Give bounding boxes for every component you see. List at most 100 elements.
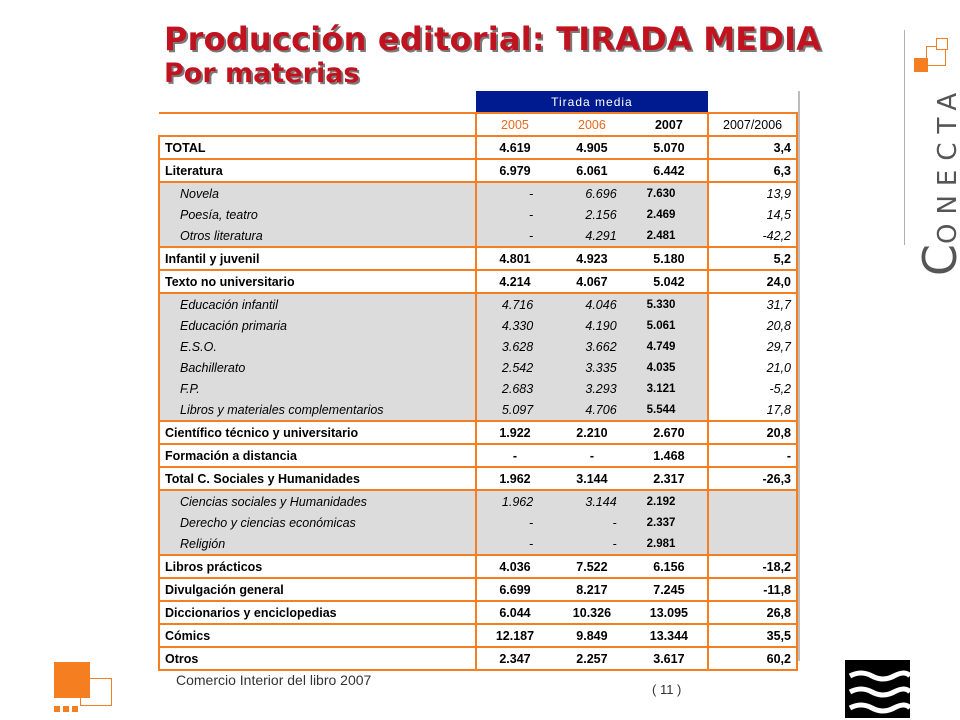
cell-2007: 6.442	[630, 159, 709, 183]
cell-variation: 5,2	[707, 247, 798, 271]
cell-2005: 4.716	[474, 293, 554, 315]
table-row: Libros prácticos 4.036 7.522 6.156 -18,2	[158, 555, 798, 579]
orange-square-icon	[54, 662, 90, 698]
cell-2007: 2.981	[630, 533, 709, 556]
row-label: Libros prácticos	[158, 555, 476, 579]
cell-2005: 2.347	[474, 647, 554, 671]
cell-2006: 4.706	[553, 399, 631, 422]
row-label: Derecho y ciencias económicas	[158, 512, 476, 533]
cell-variation	[707, 533, 798, 556]
cell-2006: 8.217	[553, 578, 631, 602]
cell-2006: 7.522	[553, 555, 631, 579]
cell-2005: 6.979	[474, 159, 554, 183]
dot-icon	[63, 706, 69, 712]
dot-icon	[54, 706, 60, 712]
brand-logo: CONECTA	[900, 30, 960, 280]
cell-variation: 24,0	[707, 270, 798, 294]
header-years-row: 2005 2006 2007 2007/2006	[159, 112, 798, 137]
cell-2005: 4.801	[474, 247, 554, 271]
cell-variation: -	[707, 444, 798, 468]
cell-variation: 35,5	[707, 624, 798, 648]
table-row: TOTAL 4.619 4.905 5.070 3,4	[158, 136, 798, 160]
cell-2007: 2.192	[630, 490, 709, 512]
cell-2006: 4.905	[553, 136, 631, 160]
cell-2007: 13.095	[630, 601, 709, 625]
table-subrow: Derecho y ciencias económicas - -2.337	[158, 512, 798, 533]
cell-2005: 1.962	[474, 490, 554, 512]
cell-variation: 13,9	[707, 182, 798, 204]
cell-2005: 6.699	[474, 578, 554, 602]
cell-variation: -11,8	[707, 578, 798, 602]
table-body: TOTAL 4.619 4.905 5.070 3,4 Literatura 6.979 6.…	[158, 136, 798, 671]
table-row: Diccionarios y enciclopedias 6.044 10.326 1…	[158, 601, 798, 625]
cell-2007: 4.749	[630, 336, 709, 357]
row-label: Científico técnico y universitario	[158, 421, 476, 445]
cell-2005: 3.628	[474, 336, 554, 357]
row-label: TOTAL	[158, 136, 476, 160]
row-label: F.P.	[158, 378, 476, 399]
table-subrow: Otros literatura -4.291 2.481 -42,2	[158, 225, 798, 248]
table-row: Literatura 6.979 6.061 6.442 6,3	[158, 159, 798, 183]
cell-2005: -	[474, 204, 554, 225]
cell-2007: 4.035	[630, 357, 709, 378]
row-label: Divulgación general	[158, 578, 476, 602]
table-row: Texto no universitario 4.214 4.067 5.042 24,…	[158, 270, 798, 294]
row-label: Cómics	[158, 624, 476, 648]
cell-variation: -18,2	[707, 555, 798, 579]
cell-2006: 9.849	[553, 624, 631, 648]
cell-2006: 6.696	[553, 182, 631, 204]
table-subrow: Bachillerato 2.542 3.335 4.035 21,0	[158, 357, 798, 378]
cell-2006: 2.257	[553, 647, 631, 671]
table-subrow: F.P. 2.683 3.293 3.121 -5,2	[158, 378, 798, 399]
cell-2007: 5.330	[630, 293, 709, 315]
cell-2006: -	[553, 533, 631, 556]
cell-2006: 4.291	[553, 225, 631, 248]
column-header: 2007/2006	[707, 112, 798, 137]
cell-variation: -42,2	[707, 225, 798, 248]
cell-2007: 6.156	[630, 555, 709, 579]
cell-2007: 5.042	[630, 270, 709, 294]
row-label: Literatura	[158, 159, 476, 183]
cell-variation: 3,4	[707, 136, 798, 160]
row-label: Total C. Sociales y Humanidades	[158, 467, 476, 491]
cell-2007: 7.245	[630, 578, 709, 602]
cell-2005: -	[474, 512, 554, 533]
row-label: Novela	[158, 182, 476, 204]
cell-2005: -	[474, 533, 554, 556]
cell-2005: 4.330	[474, 315, 554, 336]
cell-2006: -	[553, 512, 631, 533]
cell-2005: 1.922	[474, 421, 554, 445]
cell-2007: 2.317	[630, 467, 709, 491]
table-subrow: Educación primaria 4.330 4.190 5.061 20,8	[158, 315, 798, 336]
row-label: Educación infantil	[158, 293, 476, 315]
table-subrow: Religión - -2.981	[158, 533, 798, 556]
cell-2007: 5.544	[630, 399, 709, 422]
row-label: Libros y materiales complementarios	[158, 399, 476, 422]
cell-variation: 17,8	[707, 399, 798, 422]
row-label: Diccionarios y enciclopedias	[158, 601, 476, 625]
brand-divider	[904, 30, 905, 245]
table-row: Científico técnico y universitario 1.922 2…	[158, 421, 798, 445]
cell-2007: 7.630	[630, 182, 709, 204]
cell-2006: 3.144	[553, 490, 631, 512]
cell-2007: 5.061	[630, 315, 709, 336]
column-header: 2006	[553, 112, 631, 137]
cell-2007: 2.337	[630, 512, 709, 533]
cell-2006: 10.326	[553, 601, 631, 625]
dot-icon	[72, 706, 78, 712]
data-table: Tirada media 2005 2006 2007 2007/2006 TO…	[158, 91, 798, 671]
table-subrow: Poesía, teatro -2.156 2.469 14,5	[158, 204, 798, 225]
publisher-logo-icon	[845, 660, 910, 718]
cell-2006: 4.923	[553, 247, 631, 271]
page-number: ( 11 )	[652, 682, 682, 697]
cell-2006: 4.190	[553, 315, 631, 336]
cell-2005: 4.214	[474, 270, 554, 294]
cell-2005: 12.187	[474, 624, 554, 648]
cell-2007: 5.070	[630, 136, 709, 160]
column-header: 2005	[474, 112, 554, 137]
cell-variation	[707, 512, 798, 533]
cell-2006: 3.293	[553, 378, 631, 399]
brand-wordmark: CONECTA	[913, 83, 960, 276]
table-subrow: Libros y materiales complementarios 5.097…	[158, 399, 798, 422]
cell-variation: 26,8	[707, 601, 798, 625]
